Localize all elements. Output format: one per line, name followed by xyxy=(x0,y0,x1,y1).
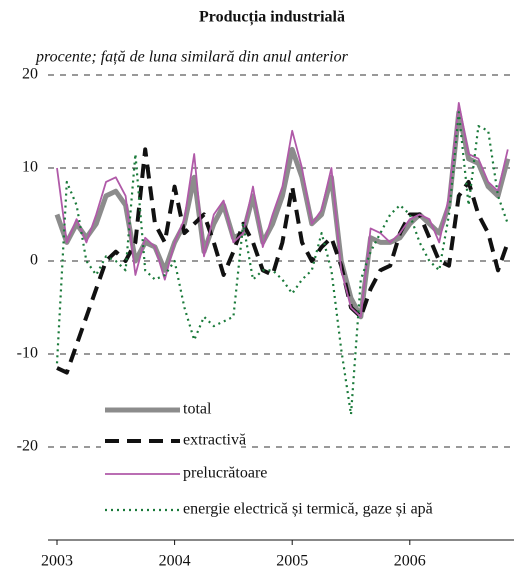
legend-label: extractivă xyxy=(183,432,246,449)
chart-subtitle: procente; față de luna similară din anul… xyxy=(35,49,349,66)
legend-bg xyxy=(101,499,477,521)
y-tick-label: 10 xyxy=(22,159,38,176)
series-line xyxy=(54,109,511,320)
x-tick-label: 2006 xyxy=(394,553,426,570)
x-tick-label: 2005 xyxy=(276,553,308,570)
x-tick-label: 2004 xyxy=(159,553,191,570)
y-tick-label: -10 xyxy=(17,345,38,362)
legend-label: energie electrică și termică, gaze și ap… xyxy=(183,501,433,518)
y-tick-label: 0 xyxy=(30,252,38,269)
legend-label: total xyxy=(183,401,212,418)
legend-label: prelucrătoare xyxy=(183,465,267,482)
chart-title: Producția industrială xyxy=(199,9,345,27)
y-tick-label: 20 xyxy=(22,66,38,83)
series-line xyxy=(55,111,509,416)
x-tick-label: 2003 xyxy=(41,553,73,570)
y-tick-label: -20 xyxy=(17,438,38,455)
series-line xyxy=(56,147,510,375)
series-line xyxy=(56,102,509,318)
